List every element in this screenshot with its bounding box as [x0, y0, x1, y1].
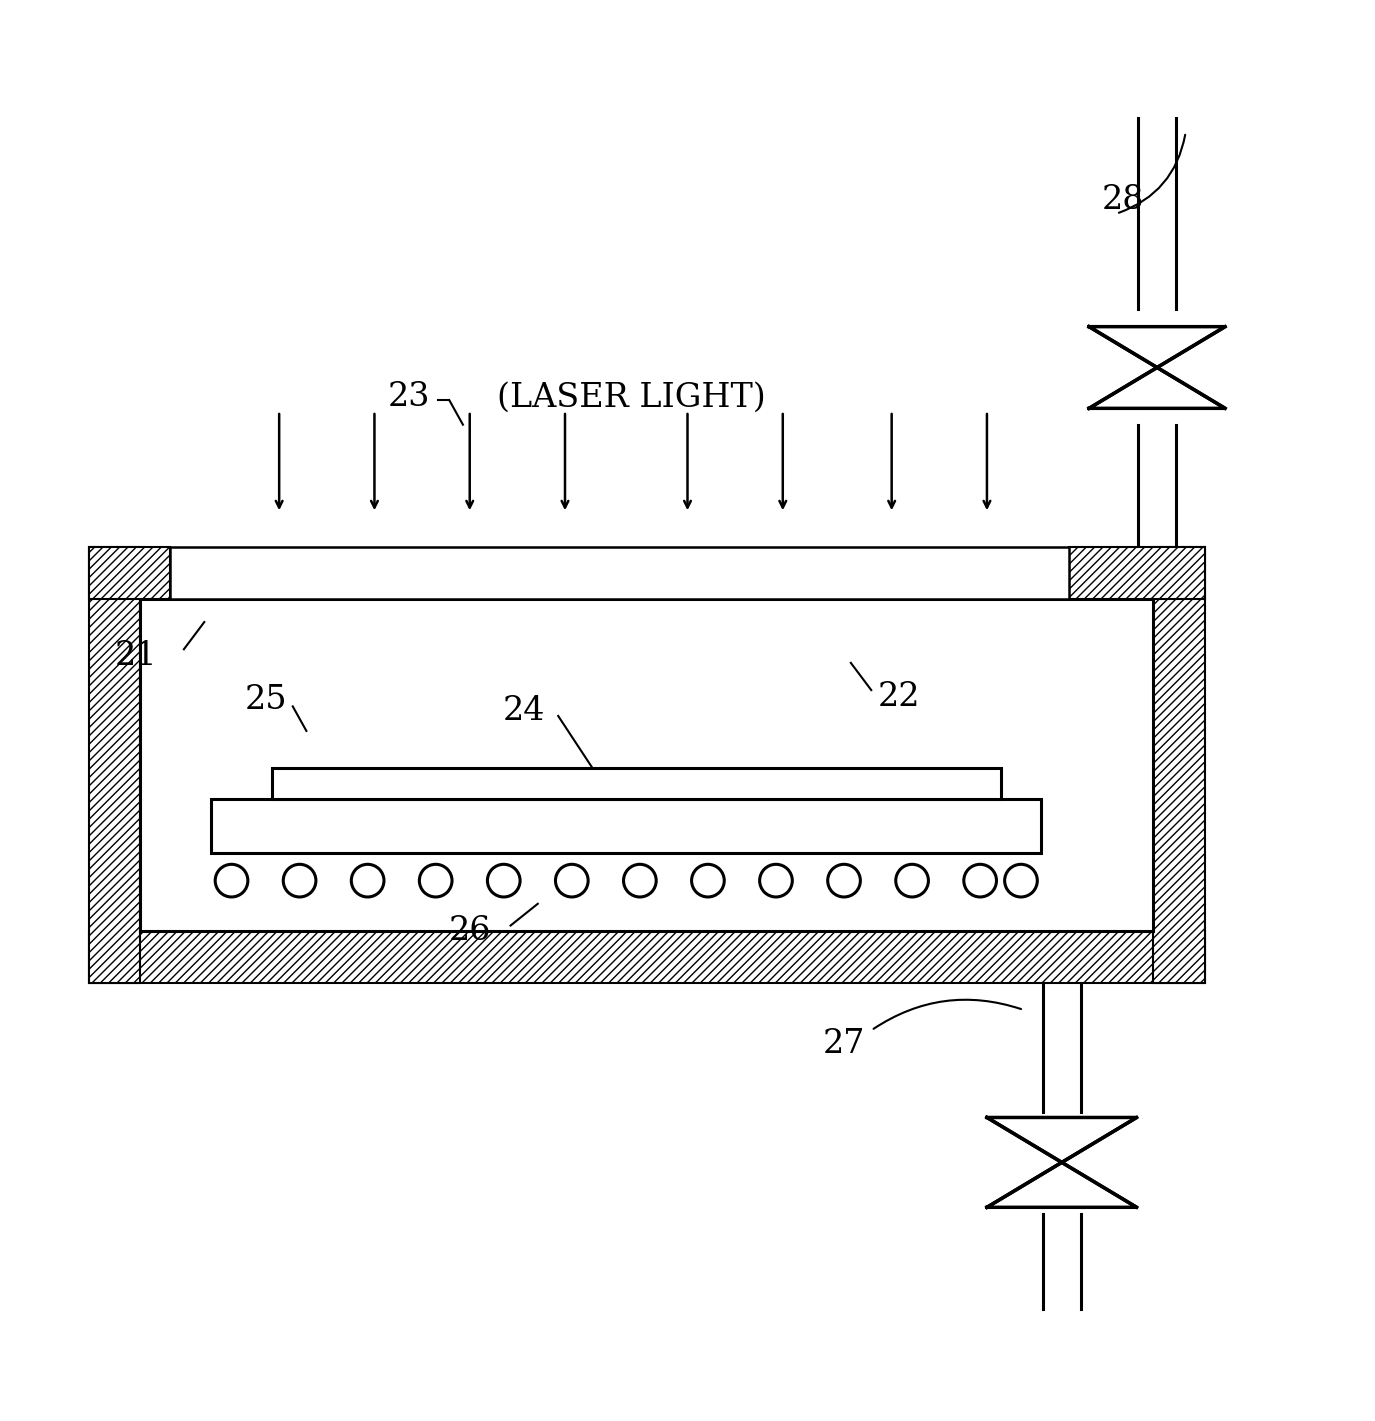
Bar: [88, 547, 140, 983]
Text: (LASER LIGHT): (LASER LIGHT): [496, 381, 766, 414]
Circle shape: [487, 864, 520, 897]
Bar: [88, 547, 170, 598]
Text: 22: 22: [879, 681, 920, 713]
Bar: [272, 767, 1001, 799]
Text: 28: 28: [1101, 185, 1144, 216]
Bar: [170, 547, 1068, 598]
Text: 26: 26: [448, 915, 491, 946]
Circle shape: [556, 864, 588, 897]
Bar: [140, 598, 1154, 931]
Bar: [88, 931, 1204, 983]
Circle shape: [828, 864, 861, 897]
Circle shape: [692, 864, 725, 897]
Text: 24: 24: [503, 695, 546, 726]
Circle shape: [283, 864, 316, 897]
Circle shape: [216, 864, 248, 897]
Bar: [212, 799, 1041, 854]
Circle shape: [623, 864, 656, 897]
Circle shape: [351, 864, 384, 897]
Circle shape: [964, 864, 997, 897]
Bar: [1068, 547, 1204, 598]
Text: 23: 23: [388, 381, 430, 414]
Text: 21: 21: [116, 639, 158, 672]
Text: 27: 27: [822, 1027, 865, 1060]
Circle shape: [759, 864, 792, 897]
Circle shape: [895, 864, 928, 897]
Bar: [1154, 547, 1204, 983]
Circle shape: [1005, 864, 1037, 897]
Circle shape: [419, 864, 452, 897]
Text: 25: 25: [245, 684, 287, 716]
